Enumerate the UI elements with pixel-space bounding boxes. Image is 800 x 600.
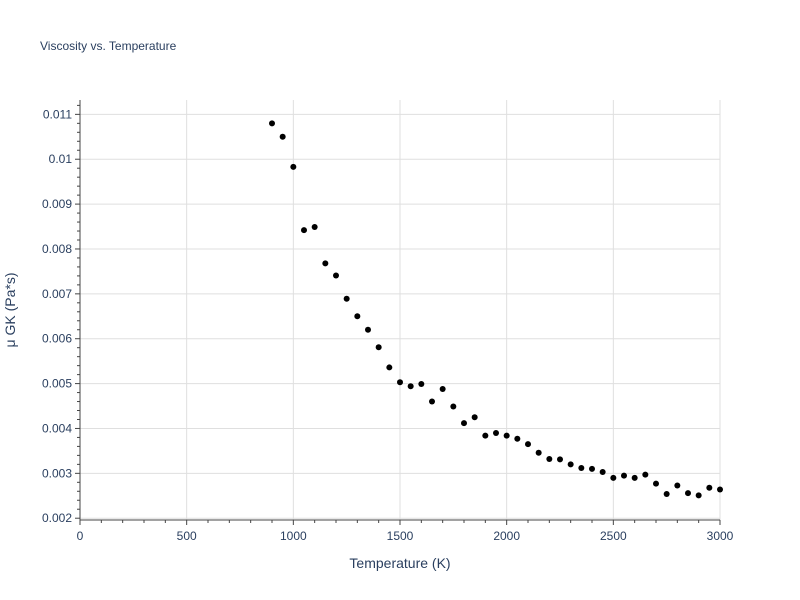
y-tick-label: 0.003 (42, 466, 72, 480)
data-point (322, 260, 329, 267)
data-point (621, 472, 627, 479)
data-point (354, 313, 361, 320)
data-point (695, 492, 702, 499)
x-tick-label: 2500 (600, 529, 627, 543)
data-point (685, 490, 691, 497)
data-point (407, 383, 414, 390)
data-point (663, 490, 670, 497)
x-tick-label: 1000 (280, 529, 307, 543)
data-point (610, 474, 617, 481)
data-point (290, 163, 297, 170)
chart-title: Viscosity vs. Temperature (40, 39, 177, 53)
data-point (599, 468, 606, 475)
data-point (439, 385, 446, 392)
data-point (525, 441, 531, 448)
data-point (503, 432, 510, 439)
tick-layer: 0 500 1000 1500 2000 2500 3000 0.002 0.003 0.004 0… (42, 107, 734, 543)
data-point (706, 484, 713, 491)
y-tick-label: 0.009 (42, 197, 72, 211)
data-point (546, 455, 553, 462)
data-point (461, 420, 467, 427)
data-point (535, 449, 542, 456)
y-axis-title: μ GK (Pa*s) (2, 273, 18, 348)
data-point (311, 223, 318, 230)
data-points (269, 120, 723, 499)
data-point (301, 227, 307, 234)
data-point (482, 432, 489, 439)
data-point (471, 414, 478, 421)
data-point (397, 379, 403, 386)
data-point (642, 471, 649, 478)
x-tick-label: 500 (177, 529, 197, 543)
grid-layer (80, 100, 721, 520)
x-axis-title: Temperature (K) (349, 555, 450, 571)
x-tick-label: 2000 (493, 529, 520, 543)
data-point (653, 480, 659, 487)
data-point (269, 120, 275, 127)
axis-layer (75, 100, 721, 525)
data-point (578, 464, 585, 471)
y-tick-label: 0.006 (42, 332, 72, 346)
data-point (589, 465, 595, 472)
y-tick-label: 0.01 (49, 152, 73, 166)
data-point (514, 435, 521, 442)
data-point (386, 364, 393, 371)
y-tick-label: 0.011 (43, 107, 72, 121)
data-point (375, 344, 382, 351)
data-point (674, 482, 681, 489)
x-tick-label: 0 (77, 529, 84, 543)
y-tick-label: 0.005 (42, 377, 72, 391)
data-point (429, 398, 435, 405)
y-tick-label: 0.008 (42, 242, 72, 256)
data-point (567, 461, 574, 468)
data-point (631, 474, 638, 481)
data-point (333, 272, 339, 279)
data-point (343, 295, 350, 302)
data-point (493, 429, 499, 436)
data-point (717, 486, 723, 493)
x-tick-label: 3000 (707, 529, 734, 543)
y-tick-label: 0.004 (42, 421, 72, 435)
data-point (279, 133, 286, 140)
y-tick-label: 0.002 (42, 511, 72, 525)
y-tick-label: 0.007 (42, 287, 72, 301)
x-tick-label: 1500 (387, 529, 414, 543)
data-point (557, 456, 563, 463)
data-point (365, 326, 371, 333)
data-point (450, 403, 457, 410)
data-point (418, 381, 425, 388)
